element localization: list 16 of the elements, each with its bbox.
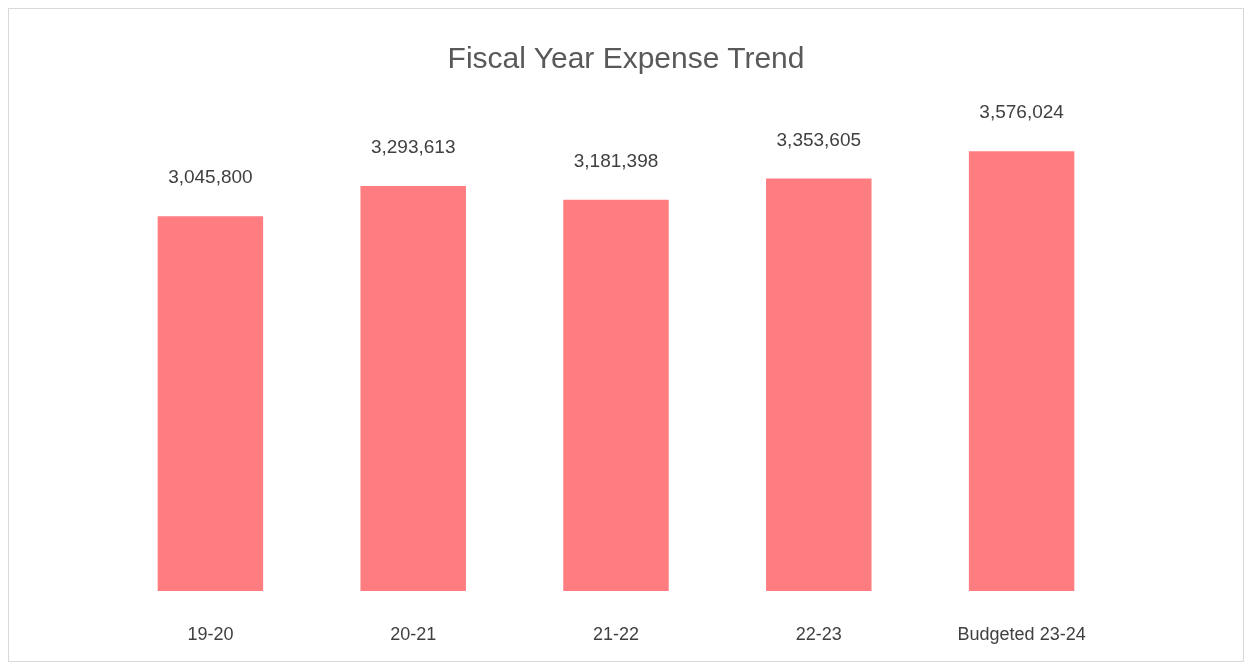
data-label: 3,045,800	[168, 166, 253, 188]
x-tick-label: 19-20	[187, 624, 234, 644]
bar	[766, 178, 872, 591]
data-label: 3,353,605	[776, 128, 862, 150]
bar	[563, 199, 669, 591]
bar	[157, 216, 264, 591]
x-tick-label: 22-23	[795, 624, 842, 644]
x-tick-label: 21-22	[592, 624, 640, 644]
bar	[360, 185, 466, 591]
chart-title: Fiscal Year Expense Trend	[447, 40, 805, 74]
data-label: 3,181,398	[573, 149, 659, 171]
bar	[968, 151, 1075, 591]
x-tick-label: 20-21	[390, 624, 437, 644]
data-label: 3,576,024	[979, 101, 1065, 123]
x-tick-label: Budgeted 23-24	[957, 624, 1086, 644]
data-label: 3,293,613	[370, 135, 456, 157]
